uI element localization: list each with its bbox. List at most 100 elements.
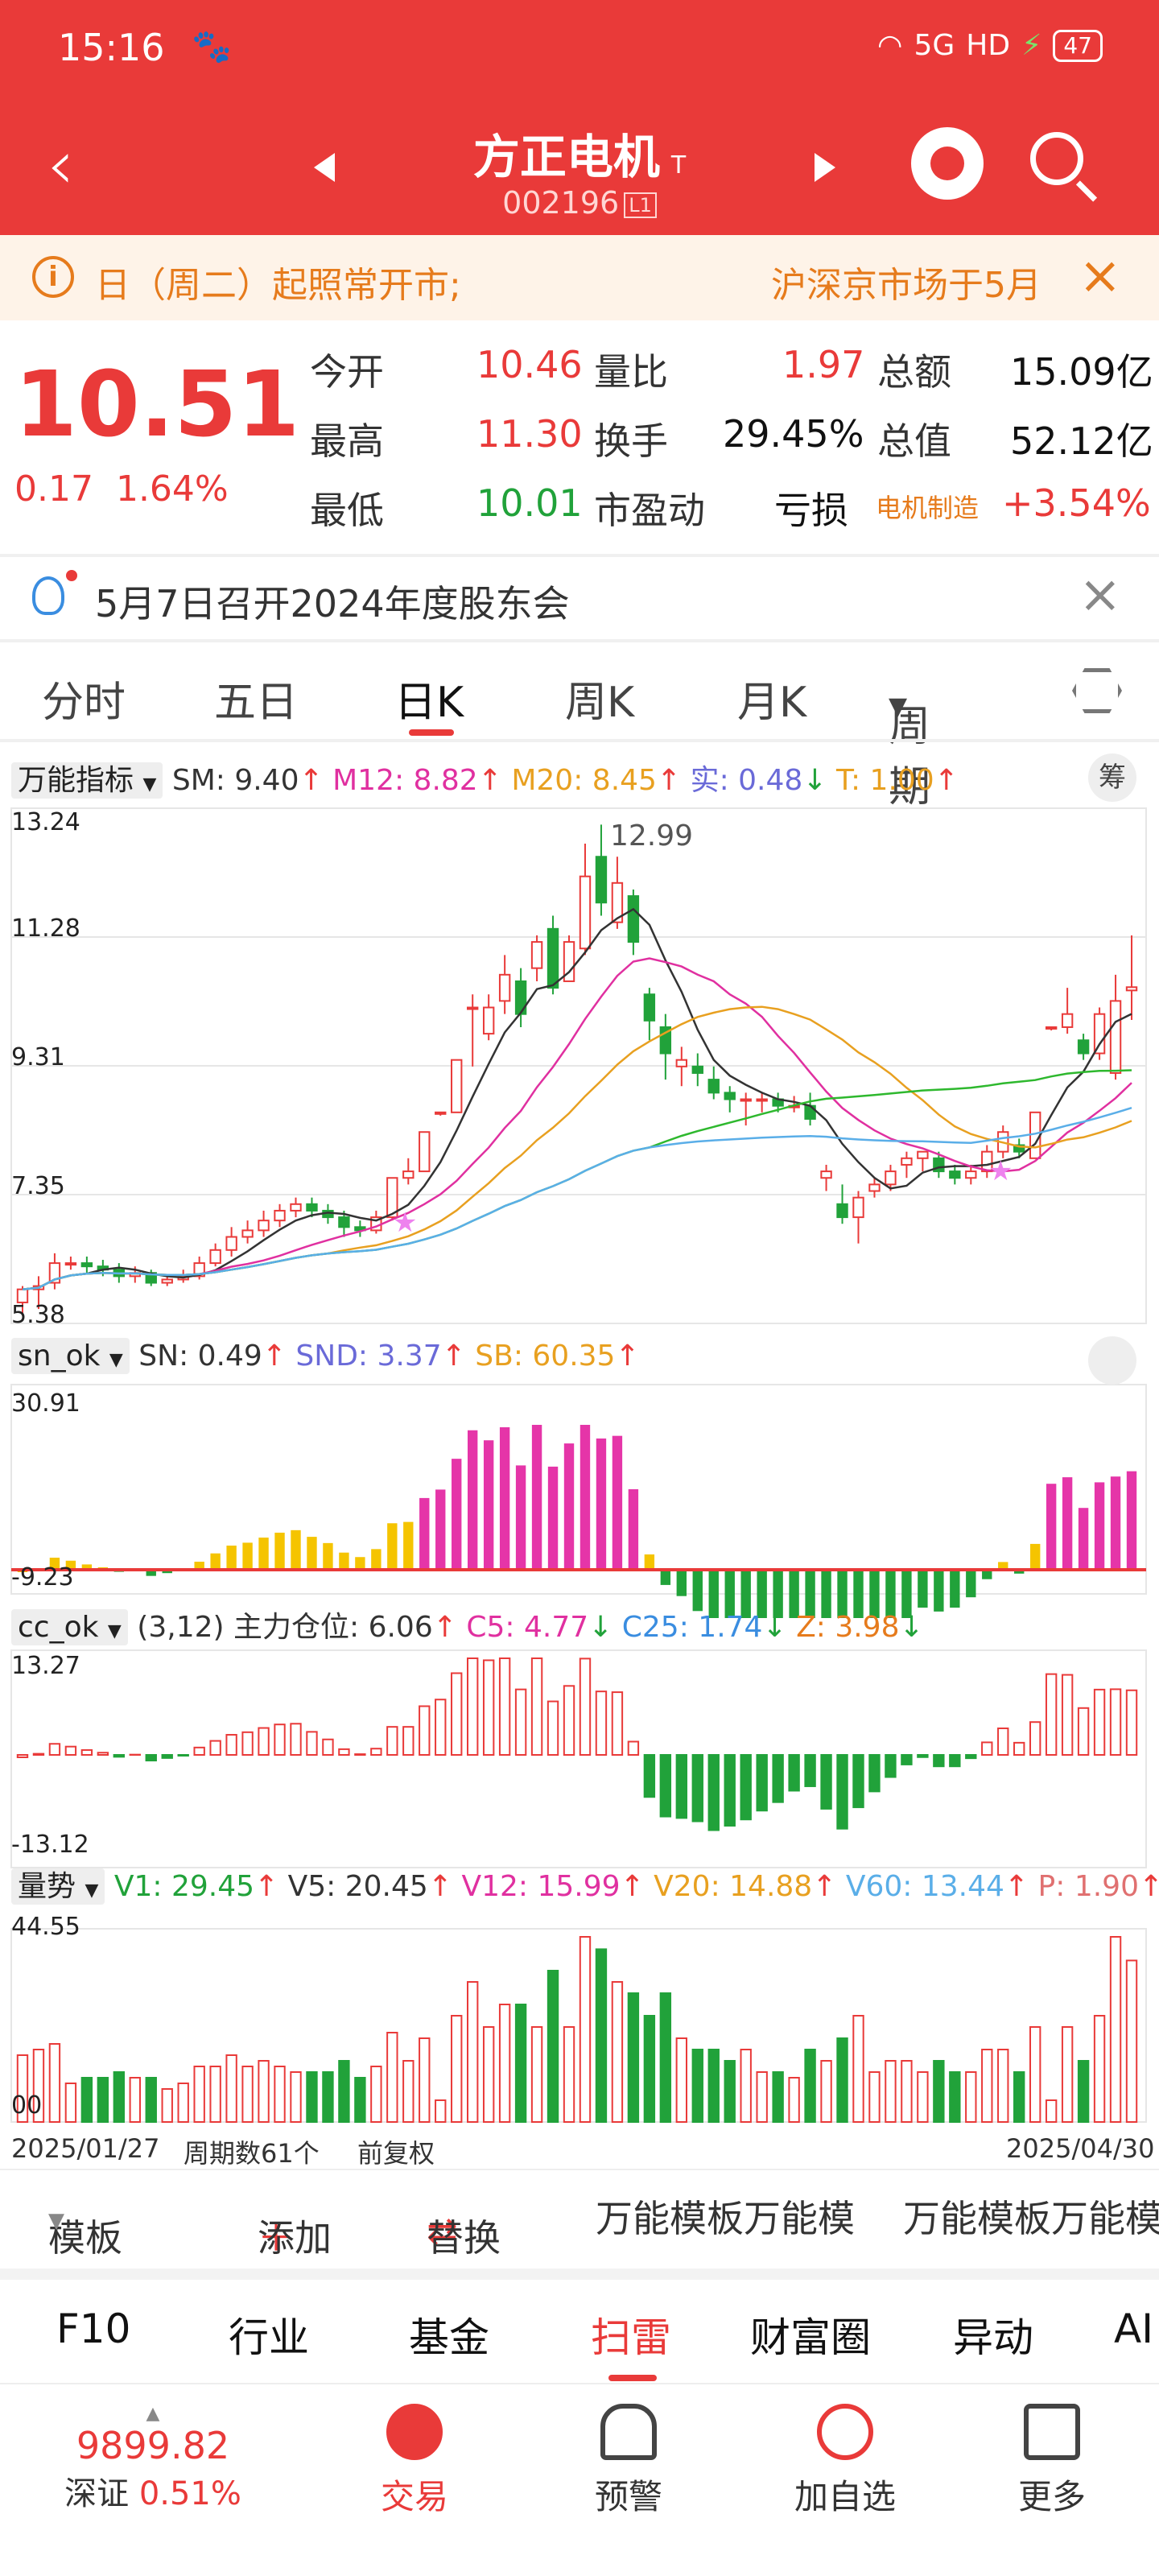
close-icon[interactable]: × (1079, 246, 1122, 306)
cc-bars (16, 1657, 1138, 1831)
sn-bar (435, 1489, 446, 1570)
candle-body (482, 1006, 495, 1035)
cc-bar (627, 1740, 640, 1756)
tab-weekly-k[interactable]: 周K (565, 679, 635, 727)
sn-bar (1094, 1482, 1105, 1570)
tab-fund[interactable]: 基金 (409, 2314, 489, 2361)
caret-up-icon: ▲ (146, 2404, 160, 2424)
tab-five-day[interactable]: 五日 (214, 679, 299, 727)
cc-bar (258, 1727, 270, 1756)
candle-body (80, 1262, 93, 1268)
sn-bar (596, 1438, 607, 1570)
volume-bar (225, 2054, 237, 2123)
arrow-up-icon: ↑ (477, 764, 502, 797)
arrow-down-icon: ↓ (762, 1611, 787, 1644)
nav-add-watch[interactable]: 加自选 (773, 2404, 918, 2519)
index-quote[interactable]: ▲ 9899.82 深证 0.51% (48, 2404, 258, 2514)
star-marker: ★ (393, 1207, 417, 1239)
candle-body (627, 895, 640, 943)
sn-indicator-selector[interactable]: sn_ok ▼ (11, 1338, 130, 1374)
tab-daily-k[interactable]: 日K (394, 679, 464, 727)
next-stock-icon[interactable] (815, 153, 835, 182)
candle-body (981, 1150, 993, 1173)
label-market-cap: 总值 (877, 419, 951, 463)
template-item[interactable]: 万能模板万能模 (903, 2197, 1159, 2240)
cc-bar (177, 1754, 189, 1757)
tab-risk-scan[interactable]: 扫雷 (591, 2314, 671, 2361)
settings-icon[interactable] (1072, 668, 1122, 713)
cc-bar (885, 1754, 897, 1778)
tab-monthly-k[interactable]: 月K (737, 679, 807, 727)
grid-icon (1024, 2404, 1080, 2460)
sn-bar (547, 1466, 559, 1570)
tab-wealth-circle[interactable]: 财富圈 (750, 2314, 871, 2361)
divider (0, 554, 1159, 557)
nav-trade[interactable]: 交易 (354, 2404, 475, 2519)
template-item[interactable]: 万能模板万能模 (596, 2197, 855, 2240)
bell-icon (600, 2404, 657, 2460)
volume-bar (16, 2054, 29, 2123)
expand-icon[interactable] (1088, 1336, 1136, 1385)
volume-indicator-selector[interactable]: 量势 ▼ (11, 1868, 105, 1905)
index-name: 深证 (64, 2475, 130, 2512)
sn-bar (387, 1523, 398, 1570)
back-icon[interactable]: ‹ (47, 125, 75, 205)
tab-ai[interactable]: AI (1114, 2306, 1153, 2352)
candle-body (530, 941, 543, 969)
cc-bar (563, 1685, 575, 1756)
industry-link[interactable]: 电机制造 (876, 493, 980, 523)
cc-bar (579, 1657, 592, 1756)
sn-bar (371, 1549, 382, 1570)
candle-body (225, 1236, 237, 1251)
value-turnover: 29.45% (723, 412, 864, 456)
cc-bar (1093, 1688, 1106, 1756)
nav-more[interactable]: 更多 (992, 2404, 1112, 2519)
tab-intraday[interactable]: 分时 (42, 679, 126, 727)
volume-bar (97, 2077, 109, 2123)
search-icon[interactable] (1030, 132, 1083, 185)
volume-bar (1093, 2015, 1106, 2123)
nav-alert-label: 预警 (594, 2477, 662, 2516)
event-banner[interactable]: 5月7日召开2024年度股东会 × (0, 557, 1159, 639)
volume-bar (1045, 2099, 1058, 2123)
nav-bar: ‹ 方正电机 T 002196 L1 (0, 113, 1159, 233)
main-indicator-selector[interactable]: 万能指标 ▼ (11, 762, 163, 799)
assistant-robot-icon[interactable] (911, 127, 984, 200)
cc-indicator-legend: cc_ok ▼ (3,12) 主力仓位: 6.06↑ C5: 4.77↓ C25… (11, 1604, 924, 1645)
market-notice-bar[interactable]: i 日（周二）起照常开市; 沪深京市场于5月 × (0, 235, 1159, 320)
v1-value: V1: 29.45 (113, 1870, 255, 1903)
index-value: 9899.82 (76, 2424, 230, 2467)
tab-industry[interactable]: 行业 (229, 2314, 309, 2361)
sn-bar (291, 1530, 301, 1570)
sn-bar (966, 1570, 976, 1598)
nav-alert[interactable]: 预警 (568, 2404, 689, 2519)
cc-bar (451, 1672, 463, 1756)
volume-bar (820, 2060, 832, 2123)
snd-value: SND: 3.37 (295, 1340, 442, 1373)
value-low: 10.01 (476, 481, 583, 525)
info-icon: i (32, 256, 74, 298)
chip-distribution-button[interactable]: 筹 (1088, 753, 1136, 802)
volume-bar (1013, 2071, 1025, 2123)
cc-bar (659, 1754, 672, 1818)
volume-bar (435, 2099, 447, 2123)
active-tab-indicator (409, 729, 454, 736)
prev-stock-icon[interactable] (314, 153, 335, 182)
cc-bar (514, 1688, 527, 1757)
sn-bar (644, 1554, 655, 1570)
arrow-up-icon: ↑ (812, 1870, 837, 1903)
tab-f10[interactable]: F10 (56, 2306, 131, 2352)
sn-bar (81, 1564, 93, 1570)
tab-abnormal-move[interactable]: 异动 (953, 2314, 1033, 2361)
cc-indicator-selector[interactable]: cc_ok ▼ (11, 1609, 128, 1645)
close-icon[interactable]: × (1079, 565, 1122, 625)
add-circle-icon (817, 2404, 873, 2460)
candle-body (209, 1249, 221, 1265)
kline-chart-area[interactable]: 万能指标 ▼ SM: 9.40↑ M12: 8.82↑ M20: 8.45↑ 实… (0, 749, 1159, 2157)
change-pct: 1.64% (115, 469, 229, 510)
change-value: 0.17 (14, 469, 93, 510)
adjust-mode[interactable]: 前复权 (357, 2138, 435, 2169)
volume-bar (740, 2049, 752, 2123)
y-label-top: 13.24 (11, 808, 80, 836)
event-text: 5月7日召开2024年度股东会 (95, 582, 570, 625)
